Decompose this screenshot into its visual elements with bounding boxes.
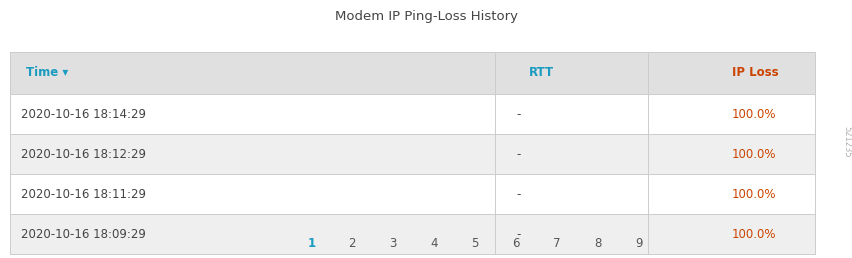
Bar (10, 174, 814, 214)
Text: -: - (515, 108, 520, 121)
Text: 3: 3 (389, 237, 396, 250)
Text: 100.0%: 100.0% (731, 108, 775, 121)
Text: 7: 7 (553, 237, 560, 250)
Text: IP Loss: IP Loss (731, 66, 778, 79)
Text: 1: 1 (307, 237, 315, 250)
Text: 2020-10-16 18:12:29: 2020-10-16 18:12:29 (21, 148, 147, 161)
Text: 100.0%: 100.0% (731, 228, 775, 241)
Text: 6: 6 (512, 237, 519, 250)
Text: 100.0%: 100.0% (731, 188, 775, 201)
Text: 2020-10-16 18:11:29: 2020-10-16 18:11:29 (21, 188, 147, 201)
Text: 9: 9 (635, 237, 642, 250)
Text: Time ▾: Time ▾ (26, 66, 68, 79)
Text: 8: 8 (594, 237, 601, 250)
Bar (10, 214, 814, 254)
Text: RTT: RTT (528, 66, 553, 79)
Text: -: - (515, 188, 520, 201)
Text: 100.0%: 100.0% (731, 148, 775, 161)
Text: 5: 5 (471, 237, 478, 250)
Text: -: - (515, 228, 520, 241)
Bar (10, 52, 814, 94)
Text: 2020-10-16 18:14:29: 2020-10-16 18:14:29 (21, 108, 147, 121)
Text: -: - (515, 148, 520, 161)
Bar (10, 134, 814, 174)
Text: 4: 4 (430, 237, 437, 250)
Bar (10, 94, 814, 134)
Text: Modem IP Ping-Loss History: Modem IP Ping-Loss History (335, 10, 517, 23)
Text: 2020-10-16 18:09:29: 2020-10-16 18:09:29 (21, 228, 146, 241)
Text: 2: 2 (348, 237, 355, 250)
Text: 521235: 521235 (842, 126, 850, 158)
